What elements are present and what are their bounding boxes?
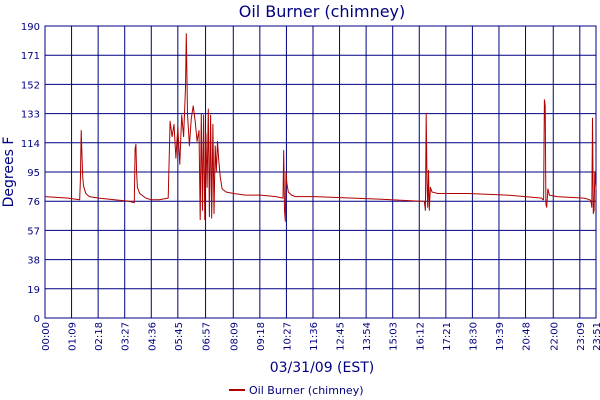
x-tick-label: 22:00 bbox=[549, 322, 560, 351]
x-tick-label: 18:30 bbox=[468, 322, 479, 351]
x-tick-label: 20:48 bbox=[522, 322, 533, 351]
x-tick-label: 23:09 bbox=[576, 322, 587, 351]
x-tick-label: 01:09 bbox=[68, 322, 79, 351]
x-tick-label: 10:27 bbox=[282, 322, 293, 351]
x-tick-label: 17:21 bbox=[442, 322, 453, 351]
x-tick-labels: 00:00 01:09 02:18 03:27 04:36 05:45 06:57 08:09… bbox=[41, 322, 600, 351]
grid-horizontal bbox=[45, 25, 596, 319]
x-tick-label: 12:45 bbox=[336, 322, 347, 351]
y-tick-label: 38 bbox=[27, 256, 40, 267]
x-tick-label: 11:36 bbox=[309, 322, 320, 351]
x-tick-label: 04:36 bbox=[147, 322, 158, 351]
x-tick-label: 16:12 bbox=[415, 322, 426, 351]
y-tick-label: 133 bbox=[21, 110, 40, 121]
x-tick-label: 02:18 bbox=[94, 322, 105, 351]
y-tick-label: 95 bbox=[27, 168, 40, 179]
x-tick-label: 23:51 bbox=[592, 322, 600, 351]
y-tick-label: 152 bbox=[21, 80, 40, 91]
y-tick-label: 57 bbox=[27, 226, 40, 237]
x-tick-label: 06:57 bbox=[202, 322, 213, 351]
x-axis-label: 03/31/09 (EST) bbox=[270, 360, 375, 376]
y-tick-label: 76 bbox=[27, 197, 40, 208]
series-line bbox=[44, 33, 597, 222]
x-tick-label: 03:27 bbox=[121, 322, 132, 351]
x-tick-label: 05:45 bbox=[174, 322, 185, 351]
x-tick-label: 19:39 bbox=[495, 322, 506, 351]
x-tick-label: 09:18 bbox=[256, 322, 267, 351]
x-tick-label: 00:00 bbox=[41, 322, 52, 351]
y-tick-labels: 0 19 38 57 76 95 114 133 152 171 190 bbox=[21, 22, 40, 325]
y-tick-label: 19 bbox=[27, 285, 40, 296]
chart-title: Oil Burner (chimney) bbox=[239, 2, 406, 21]
legend-label: Oil Burner (chimney) bbox=[249, 384, 364, 397]
series-layer bbox=[44, 33, 597, 222]
y-tick-label: 190 bbox=[21, 22, 40, 33]
x-tick-label: 15:03 bbox=[389, 322, 400, 351]
y-tick-label: 114 bbox=[21, 139, 40, 150]
legend: Oil Burner (chimney) bbox=[229, 384, 364, 397]
y-axis-label: Degrees F bbox=[1, 137, 17, 208]
y-tick-label: 171 bbox=[21, 51, 40, 62]
x-tick-label: 13:54 bbox=[362, 322, 373, 351]
y-tick-label: 0 bbox=[34, 314, 40, 325]
x-tick-label: 08:09 bbox=[229, 322, 240, 351]
